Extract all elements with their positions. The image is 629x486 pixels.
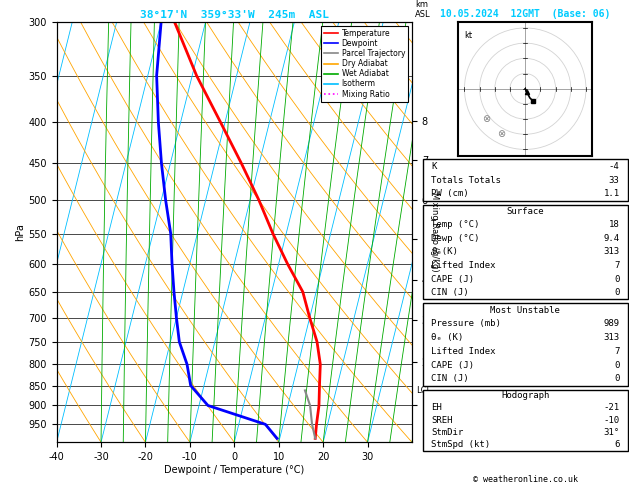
Y-axis label: hPa: hPa [16, 223, 26, 241]
Text: CIN (J): CIN (J) [431, 375, 469, 383]
Text: Temp (°C): Temp (°C) [431, 221, 479, 229]
Text: Mixing Ratio (g/kg): Mixing Ratio (g/kg) [430, 192, 438, 272]
Title: 38°17'N  359°33'W  245m  ASL: 38°17'N 359°33'W 245m ASL [140, 10, 329, 20]
Text: © weatheronline.co.uk: © weatheronline.co.uk [473, 474, 577, 484]
Text: K: K [431, 162, 437, 171]
Text: CAPE (J): CAPE (J) [431, 275, 474, 283]
Text: 313: 313 [603, 333, 620, 342]
Text: Surface: Surface [506, 207, 544, 216]
Text: CIN (J): CIN (J) [431, 288, 469, 297]
Text: 989: 989 [603, 319, 620, 329]
Text: θₑ (K): θₑ (K) [431, 333, 463, 342]
Text: 9.4: 9.4 [603, 234, 620, 243]
Text: 7: 7 [614, 261, 620, 270]
Text: 0: 0 [614, 375, 620, 383]
Text: -10: -10 [603, 416, 620, 425]
Text: ⊗: ⊗ [482, 114, 490, 124]
Text: kt: kt [464, 31, 472, 40]
Text: Totals Totals: Totals Totals [431, 175, 501, 185]
Text: 0: 0 [614, 361, 620, 370]
Text: ⊗: ⊗ [497, 129, 505, 139]
Text: StmSpd (kt): StmSpd (kt) [431, 440, 490, 449]
Text: km
ASL: km ASL [415, 0, 431, 19]
Text: 0: 0 [614, 288, 620, 297]
Text: 31°: 31° [603, 428, 620, 437]
X-axis label: Dewpoint / Temperature (°C): Dewpoint / Temperature (°C) [164, 465, 304, 475]
Text: StmDir: StmDir [431, 428, 463, 437]
Text: 18: 18 [609, 221, 620, 229]
Text: LCL: LCL [416, 386, 431, 395]
Text: Pressure (mb): Pressure (mb) [431, 319, 501, 329]
Text: Lifted Index: Lifted Index [431, 347, 496, 356]
Text: 6: 6 [614, 440, 620, 449]
Text: SREH: SREH [431, 416, 452, 425]
Text: EH: EH [431, 403, 442, 413]
Text: 1.1: 1.1 [603, 190, 620, 198]
Text: 33: 33 [609, 175, 620, 185]
Text: PW (cm): PW (cm) [431, 190, 469, 198]
Text: θₑ(K): θₑ(K) [431, 247, 458, 257]
Text: 313: 313 [603, 247, 620, 257]
Text: CAPE (J): CAPE (J) [431, 361, 474, 370]
Text: 0: 0 [614, 275, 620, 283]
Text: 7: 7 [614, 347, 620, 356]
Text: -21: -21 [603, 403, 620, 413]
Legend: Temperature, Dewpoint, Parcel Trajectory, Dry Adiabat, Wet Adiabat, Isotherm, Mi: Temperature, Dewpoint, Parcel Trajectory… [321, 26, 408, 102]
Text: Lifted Index: Lifted Index [431, 261, 496, 270]
Text: -4: -4 [609, 162, 620, 171]
Text: Most Unstable: Most Unstable [490, 306, 560, 314]
Text: 10.05.2024  12GMT  (Base: 06): 10.05.2024 12GMT (Base: 06) [440, 9, 610, 19]
Text: Hodograph: Hodograph [501, 391, 549, 400]
Text: Dewp (°C): Dewp (°C) [431, 234, 479, 243]
